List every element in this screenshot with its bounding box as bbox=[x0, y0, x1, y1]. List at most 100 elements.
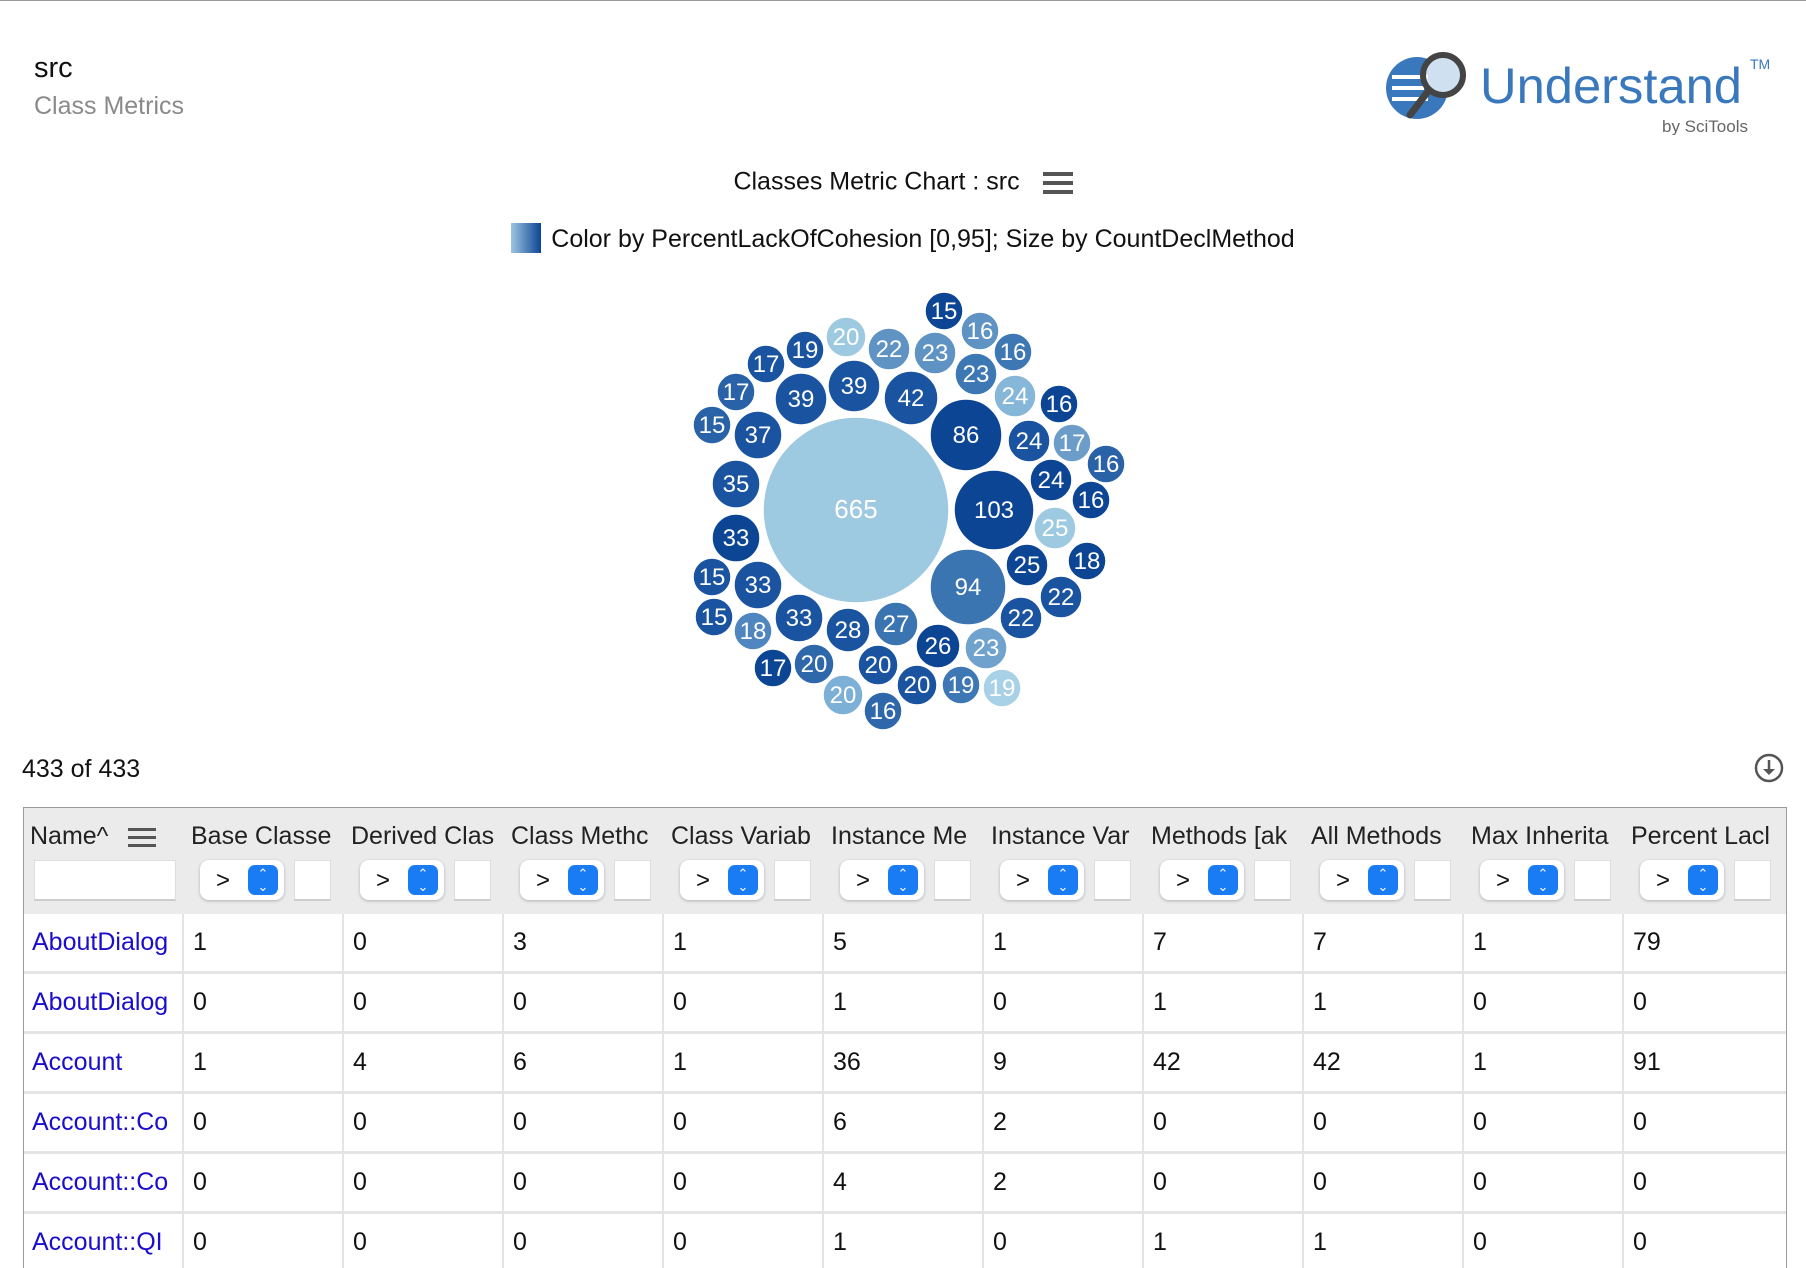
filter-operator-select[interactable]: > ⌃ ⌄ bbox=[1320, 860, 1404, 900]
bubble[interactable]: 20 bbox=[793, 643, 835, 685]
bubble[interactable]: 19 bbox=[982, 668, 1022, 708]
bubble-circle[interactable] bbox=[993, 332, 1033, 372]
filter-value-input[interactable] bbox=[1094, 860, 1131, 901]
bubble-circle[interactable] bbox=[1039, 384, 1079, 424]
filter-value-input[interactable] bbox=[934, 860, 971, 901]
bubble-circle[interactable] bbox=[692, 405, 732, 445]
column-header-name[interactable]: Name^ bbox=[30, 822, 109, 850]
column-header[interactable]: Methods [ak bbox=[1151, 822, 1288, 850]
filter-value-input[interactable] bbox=[454, 860, 491, 901]
hamburger-menu-icon[interactable] bbox=[1042, 167, 1073, 199]
bubble[interactable]: 20 bbox=[896, 664, 938, 706]
bubble-circle[interactable] bbox=[793, 643, 835, 685]
bubble-circle[interactable] bbox=[733, 611, 773, 651]
column-header[interactable]: Class Methc bbox=[511, 822, 649, 850]
bubble[interactable]: 22 bbox=[1039, 575, 1083, 619]
bubble[interactable]: 17 bbox=[1052, 423, 1092, 463]
filter-operator-select[interactable]: > ⌃ ⌄ bbox=[200, 860, 284, 900]
column-header[interactable]: Instance Me bbox=[831, 822, 968, 850]
bubble-circle[interactable] bbox=[774, 372, 828, 426]
bubble-circle[interactable] bbox=[1007, 419, 1051, 463]
filter-value-input[interactable] bbox=[1574, 860, 1611, 901]
column-header[interactable]: Base Classe bbox=[191, 822, 332, 850]
class-name-link[interactable]: Account::Co bbox=[32, 1108, 169, 1136]
bubble-circle[interactable] bbox=[1067, 541, 1107, 581]
bubble-circle[interactable] bbox=[964, 626, 1008, 670]
bubble[interactable]: 16 bbox=[960, 311, 1000, 351]
bubble-circle[interactable] bbox=[867, 327, 911, 371]
bubble-circle[interactable] bbox=[913, 331, 957, 375]
column-header[interactable]: Max Inherita bbox=[1471, 822, 1609, 850]
bubble-circle[interactable] bbox=[746, 344, 786, 384]
column-header[interactable]: Derived Clas bbox=[351, 822, 495, 850]
bubble[interactable]: 33 bbox=[774, 593, 824, 643]
bubble[interactable]: 22 bbox=[867, 327, 911, 371]
filter-operator-select[interactable]: > ⌃ ⌄ bbox=[520, 860, 604, 900]
bubble-circle[interactable] bbox=[711, 459, 761, 509]
column-header[interactable]: Class Variab bbox=[671, 822, 811, 850]
bubble-circle[interactable] bbox=[896, 664, 938, 706]
bubble[interactable]: 17 bbox=[753, 648, 793, 688]
bubble-circle[interactable] bbox=[762, 416, 950, 604]
column-header[interactable]: All Methods bbox=[1311, 822, 1442, 850]
bubble[interactable]: 94 bbox=[929, 548, 1007, 626]
bubble[interactable]: 20 bbox=[825, 316, 867, 358]
bubble[interactable]: 20 bbox=[857, 644, 899, 686]
bubble[interactable]: 39 bbox=[774, 372, 828, 426]
filter-value-input[interactable] bbox=[294, 860, 331, 901]
filter-value-input[interactable] bbox=[1414, 860, 1451, 901]
bubble-circle[interactable] bbox=[873, 601, 919, 647]
bubble-circle[interactable] bbox=[733, 560, 783, 610]
bubble-circle[interactable] bbox=[954, 352, 998, 396]
bubble[interactable]: 26 bbox=[915, 623, 961, 669]
bubble[interactable]: 16 bbox=[1086, 444, 1126, 484]
bubble-circle[interactable] bbox=[982, 668, 1022, 708]
bubble-circle[interactable] bbox=[1071, 480, 1111, 520]
bubble[interactable]: 37 bbox=[733, 410, 783, 460]
name-filter-input[interactable] bbox=[34, 860, 176, 901]
bubble[interactable]: 18 bbox=[1067, 541, 1107, 581]
bubble[interactable]: 28 bbox=[825, 607, 871, 653]
bubble[interactable]: 20 bbox=[822, 674, 864, 716]
bubble[interactable]: 33 bbox=[733, 560, 783, 610]
bubble-circle[interactable] bbox=[960, 311, 1000, 351]
bubble-circle[interactable] bbox=[1086, 444, 1126, 484]
bubble-circle[interactable] bbox=[953, 469, 1035, 551]
bubble[interactable]: 23 bbox=[954, 352, 998, 396]
bubble-circle[interactable] bbox=[999, 596, 1043, 640]
bubble[interactable]: 19 bbox=[941, 665, 981, 705]
bubble[interactable]: 27 bbox=[873, 601, 919, 647]
bubble[interactable]: 17 bbox=[746, 344, 786, 384]
bubble-circle[interactable] bbox=[915, 623, 961, 669]
bubble-circle[interactable] bbox=[694, 597, 734, 637]
bubble-circle[interactable] bbox=[1052, 423, 1092, 463]
bubble[interactable]: 86 bbox=[929, 398, 1003, 472]
bubble-circle[interactable] bbox=[827, 359, 881, 413]
bubble-circle[interactable] bbox=[941, 665, 981, 705]
bubble[interactable]: 24 bbox=[1029, 458, 1073, 502]
class-name-link[interactable]: AboutDialog bbox=[32, 928, 169, 956]
bubble[interactable]: 16 bbox=[1039, 384, 1079, 424]
bubble-circle[interactable] bbox=[822, 674, 864, 716]
bubble[interactable]: 16 bbox=[993, 332, 1033, 372]
bubble-circle[interactable] bbox=[733, 410, 783, 460]
bubble[interactable]: 35 bbox=[711, 459, 761, 509]
bubble-circle[interactable] bbox=[863, 691, 903, 731]
bubble[interactable]: 665 bbox=[762, 416, 950, 604]
bubble[interactable]: 15 bbox=[692, 405, 732, 445]
bubble-circle[interactable] bbox=[753, 648, 793, 688]
bubble-circle[interactable] bbox=[785, 330, 825, 370]
bubble[interactable]: 15 bbox=[694, 597, 734, 637]
bubble[interactable]: 42 bbox=[883, 370, 939, 426]
class-name-link[interactable]: AboutDialog bbox=[32, 988, 169, 1016]
bubble-circle[interactable] bbox=[1029, 458, 1073, 502]
filter-operator-select[interactable]: > ⌃ ⌄ bbox=[1000, 860, 1084, 900]
bubble[interactable]: 24 bbox=[993, 374, 1037, 418]
filter-value-input[interactable] bbox=[1254, 860, 1291, 901]
filter-value-input[interactable] bbox=[1734, 860, 1771, 901]
filter-operator-select[interactable]: > ⌃ ⌄ bbox=[840, 860, 924, 900]
bubble[interactable]: 18 bbox=[733, 611, 773, 651]
bubble-circle[interactable] bbox=[1033, 506, 1077, 550]
bubble-circle[interactable] bbox=[825, 316, 867, 358]
filter-value-input[interactable] bbox=[774, 860, 811, 901]
